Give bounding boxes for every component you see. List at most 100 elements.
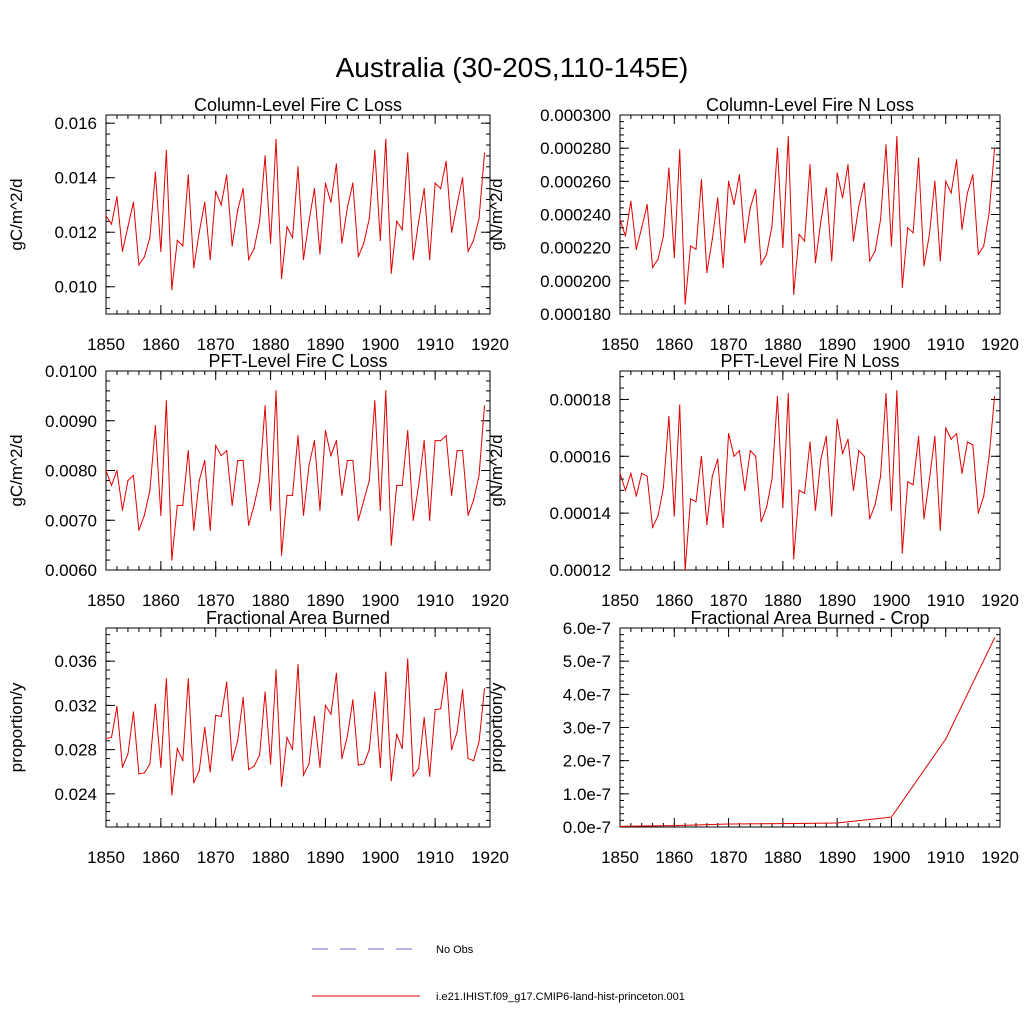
x-tick-label: 1850 <box>601 591 639 610</box>
plot-frame <box>619 370 1001 571</box>
data-point <box>121 250 124 252</box>
data-point <box>630 200 632 202</box>
data-point <box>242 459 244 462</box>
data-point <box>440 708 442 710</box>
data-point <box>619 218 621 221</box>
data-point <box>220 454 222 457</box>
data-point <box>983 495 985 497</box>
data-point <box>407 658 409 660</box>
data-point <box>765 253 768 255</box>
data-point <box>352 182 354 184</box>
data-point <box>242 188 244 190</box>
x-tick-label: 1910 <box>927 335 965 354</box>
data-point <box>706 523 708 526</box>
data-point <box>154 703 156 705</box>
data-point <box>711 475 713 477</box>
data-point <box>955 159 958 161</box>
data-point <box>836 172 838 174</box>
data-point <box>831 260 833 262</box>
data-point <box>467 514 469 516</box>
data-point <box>116 469 118 472</box>
x-tick-label: 1900 <box>361 591 399 610</box>
panel-title: Column-Level Fire N Loss <box>706 95 914 115</box>
data-point <box>346 459 348 462</box>
data-point <box>727 432 730 435</box>
data-point <box>297 166 299 168</box>
data-point <box>679 404 681 406</box>
data-point <box>264 155 266 157</box>
data-point <box>483 405 486 407</box>
data-point <box>390 544 392 546</box>
data-point <box>132 474 135 477</box>
data-point <box>993 147 996 149</box>
data-point <box>445 435 447 437</box>
data-point <box>456 450 458 452</box>
data-point <box>248 524 250 526</box>
data-point <box>733 203 735 206</box>
data-point <box>673 825 675 827</box>
data-point <box>193 529 195 531</box>
data-point <box>297 663 299 666</box>
y-tick-label: 0.000200 <box>540 272 611 291</box>
data-point <box>308 220 310 222</box>
data-point <box>890 245 893 247</box>
data-point <box>641 227 643 229</box>
data-point <box>286 226 288 228</box>
data-point <box>275 669 277 671</box>
data-point <box>363 499 365 501</box>
data-point <box>149 489 151 491</box>
x-tick-label: 1880 <box>252 335 290 354</box>
data-point <box>847 164 849 166</box>
panel-title: PFT-Level Fire N Loss <box>720 351 899 371</box>
data-point <box>646 475 648 477</box>
data-point <box>330 201 332 203</box>
data-point <box>787 393 789 395</box>
x-tick-label: 1910 <box>927 591 965 610</box>
data-point <box>171 559 173 561</box>
data-point <box>269 509 272 511</box>
data-point <box>852 240 855 242</box>
data-point <box>182 245 184 247</box>
data-point <box>440 188 442 190</box>
data-point <box>302 774 305 776</box>
data-point <box>841 197 844 199</box>
data-point <box>352 699 354 701</box>
data-point <box>684 569 686 571</box>
y-tick-label: 0.000280 <box>540 139 611 158</box>
data-point <box>993 395 996 398</box>
data-point <box>673 515 675 517</box>
data-point <box>456 731 458 733</box>
data-point <box>472 499 475 501</box>
data-point <box>950 438 952 440</box>
panel-5: 1850 1860 1870 1880 1890 1900 1910 1920 0.024 0.0… <box>7 608 509 867</box>
data-point <box>972 444 974 446</box>
y-tick-label: 6.0e-7 <box>563 619 611 638</box>
data-point <box>787 135 789 138</box>
data-point <box>138 264 140 266</box>
data-point <box>912 484 914 486</box>
data-point <box>160 514 162 516</box>
data-point <box>689 498 692 500</box>
data-point <box>673 257 675 259</box>
data-point <box>346 207 348 209</box>
series-line <box>105 658 486 795</box>
data-point <box>105 215 107 217</box>
data-point <box>335 440 337 442</box>
data-point <box>264 691 266 693</box>
data-point <box>912 232 914 234</box>
data-point <box>744 242 746 244</box>
x-tick-label: 1850 <box>601 335 639 354</box>
data-point <box>116 196 118 198</box>
data-point <box>374 400 376 402</box>
data-point <box>335 672 337 674</box>
x-tick-label: 1860 <box>142 848 180 867</box>
data-point <box>765 506 768 509</box>
data-point <box>461 177 464 179</box>
panel-title: Column-Level Fire C Loss <box>194 95 402 115</box>
data-point <box>803 492 806 494</box>
x-tick-label: 1860 <box>142 335 180 354</box>
data-point <box>907 227 909 229</box>
y-tick-label: 0.0060 <box>45 561 97 580</box>
data-point <box>121 509 124 511</box>
data-point <box>248 258 250 261</box>
